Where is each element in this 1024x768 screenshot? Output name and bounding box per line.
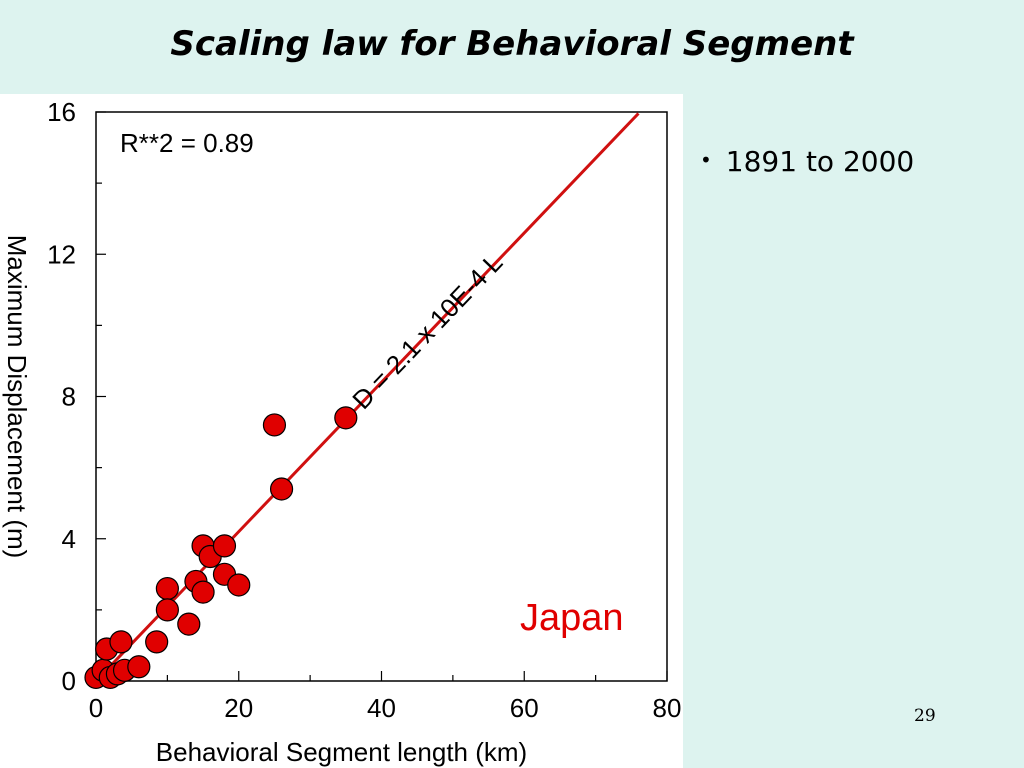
- x-tick-label: 60: [510, 693, 539, 723]
- x-tick-label: 40: [367, 693, 396, 723]
- data-point: [212, 534, 237, 558]
- x-tick-label: 0: [89, 693, 103, 723]
- page-number: 29: [914, 706, 936, 726]
- x-tick-label: 80: [653, 693, 682, 723]
- fit-equation-label: D = 2.1 x 10E-4 L: [346, 247, 508, 415]
- data-point: [227, 573, 251, 597]
- y-tick-label: 4: [62, 524, 76, 554]
- chart-panel: 0 20 40 60 80 0 4 8 12 16 Behavioral Segment lengt…: [0, 94, 683, 768]
- data-point: [262, 413, 287, 437]
- data-point: [145, 630, 169, 654]
- bullet-item: • 1891 to 2000: [700, 145, 914, 178]
- data-point: [269, 477, 294, 501]
- slide-title: Scaling law for Behavioral Segment: [170, 24, 854, 64]
- x-axis-title: Behavioral Segment length (km): [156, 737, 527, 767]
- bullet-icon: •: [700, 148, 712, 172]
- data-point: [177, 612, 201, 636]
- r-squared-label: R**2 = 0.89: [120, 128, 254, 158]
- y-axis-title: Maximum Displacement (m): [2, 235, 32, 559]
- region-label: Japan: [520, 597, 624, 639]
- data-point: [127, 655, 151, 679]
- scatter-chart: 0 20 40 60 80 0 4 8 12 16 Behavioral Segment lengt…: [2, 97, 682, 767]
- y-tick-label: 16: [47, 97, 76, 127]
- data-point: [334, 406, 358, 430]
- data-point: [109, 630, 133, 654]
- data-point: [191, 580, 215, 604]
- y-tick-label: 0: [62, 666, 76, 696]
- data-point: [155, 576, 179, 601]
- data-point: [155, 598, 179, 622]
- y-tick-label: 12: [47, 239, 76, 269]
- x-tick-label: 20: [224, 693, 253, 723]
- y-tick-label: 8: [62, 382, 76, 412]
- bullet-text: 1891 to 2000: [725, 145, 915, 178]
